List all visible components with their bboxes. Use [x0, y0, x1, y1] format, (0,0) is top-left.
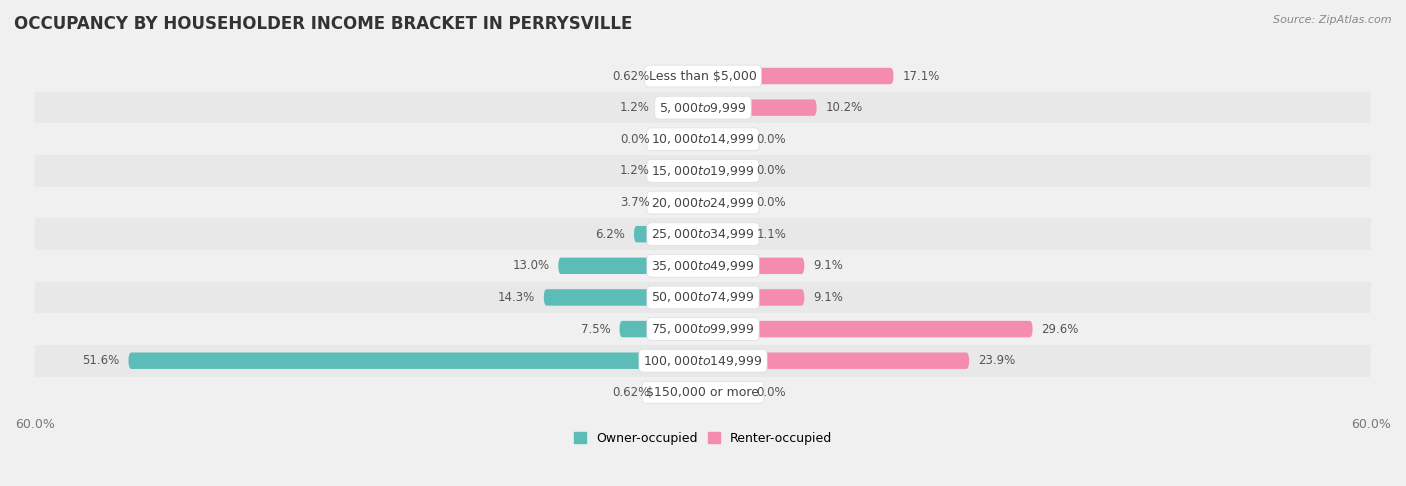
Text: 7.5%: 7.5% — [581, 323, 610, 335]
FancyBboxPatch shape — [128, 352, 703, 369]
FancyBboxPatch shape — [703, 100, 817, 116]
FancyBboxPatch shape — [703, 68, 893, 84]
FancyBboxPatch shape — [620, 321, 703, 337]
Text: $50,000 to $74,999: $50,000 to $74,999 — [651, 291, 755, 304]
FancyBboxPatch shape — [703, 194, 748, 211]
Text: 0.0%: 0.0% — [756, 164, 786, 177]
Text: 14.3%: 14.3% — [498, 291, 534, 304]
Text: Source: ZipAtlas.com: Source: ZipAtlas.com — [1274, 15, 1392, 25]
Text: $20,000 to $24,999: $20,000 to $24,999 — [651, 195, 755, 209]
Bar — [35, 92, 1371, 123]
Bar — [35, 377, 1371, 408]
FancyBboxPatch shape — [703, 321, 1032, 337]
Text: 17.1%: 17.1% — [903, 69, 939, 83]
FancyBboxPatch shape — [658, 384, 703, 400]
Text: 29.6%: 29.6% — [1042, 323, 1078, 335]
FancyBboxPatch shape — [658, 100, 703, 116]
Bar — [35, 250, 1371, 281]
FancyBboxPatch shape — [658, 194, 703, 211]
Bar — [35, 313, 1371, 345]
Text: $35,000 to $49,999: $35,000 to $49,999 — [651, 259, 755, 273]
Text: $100,000 to $149,999: $100,000 to $149,999 — [644, 354, 762, 368]
FancyBboxPatch shape — [703, 258, 804, 274]
Text: 0.0%: 0.0% — [756, 386, 786, 399]
FancyBboxPatch shape — [703, 384, 748, 400]
Text: 3.7%: 3.7% — [620, 196, 650, 209]
Bar — [35, 187, 1371, 218]
Text: 23.9%: 23.9% — [979, 354, 1015, 367]
Text: 0.0%: 0.0% — [620, 133, 650, 146]
Text: 1.1%: 1.1% — [756, 227, 786, 241]
Bar — [35, 345, 1371, 377]
FancyBboxPatch shape — [703, 226, 748, 243]
FancyBboxPatch shape — [658, 68, 703, 84]
FancyBboxPatch shape — [658, 131, 703, 148]
Text: Less than $5,000: Less than $5,000 — [650, 69, 756, 83]
Text: $75,000 to $99,999: $75,000 to $99,999 — [651, 322, 755, 336]
Text: 0.0%: 0.0% — [756, 196, 786, 209]
Bar — [35, 155, 1371, 187]
FancyBboxPatch shape — [703, 352, 969, 369]
FancyBboxPatch shape — [558, 258, 703, 274]
Text: 51.6%: 51.6% — [83, 354, 120, 367]
Text: $15,000 to $19,999: $15,000 to $19,999 — [651, 164, 755, 178]
Text: 0.62%: 0.62% — [612, 69, 650, 83]
Legend: Owner-occupied, Renter-occupied: Owner-occupied, Renter-occupied — [568, 427, 838, 450]
Bar — [35, 123, 1371, 155]
Bar — [35, 281, 1371, 313]
FancyBboxPatch shape — [634, 226, 703, 243]
FancyBboxPatch shape — [658, 163, 703, 179]
Bar — [35, 60, 1371, 92]
FancyBboxPatch shape — [544, 289, 703, 306]
Text: 1.2%: 1.2% — [620, 164, 650, 177]
Text: 13.0%: 13.0% — [512, 260, 550, 272]
Text: $10,000 to $14,999: $10,000 to $14,999 — [651, 132, 755, 146]
Text: $5,000 to $9,999: $5,000 to $9,999 — [659, 101, 747, 115]
FancyBboxPatch shape — [703, 163, 748, 179]
Bar — [35, 218, 1371, 250]
Text: $150,000 or more: $150,000 or more — [647, 386, 759, 399]
FancyBboxPatch shape — [703, 131, 748, 148]
Text: 1.2%: 1.2% — [620, 101, 650, 114]
Text: 0.0%: 0.0% — [756, 133, 786, 146]
Text: 6.2%: 6.2% — [595, 227, 626, 241]
Text: 9.1%: 9.1% — [813, 291, 844, 304]
Text: 0.62%: 0.62% — [612, 386, 650, 399]
Text: 10.2%: 10.2% — [825, 101, 863, 114]
Text: 9.1%: 9.1% — [813, 260, 844, 272]
Text: OCCUPANCY BY HOUSEHOLDER INCOME BRACKET IN PERRYSVILLE: OCCUPANCY BY HOUSEHOLDER INCOME BRACKET … — [14, 15, 633, 33]
FancyBboxPatch shape — [703, 289, 804, 306]
Text: $25,000 to $34,999: $25,000 to $34,999 — [651, 227, 755, 241]
